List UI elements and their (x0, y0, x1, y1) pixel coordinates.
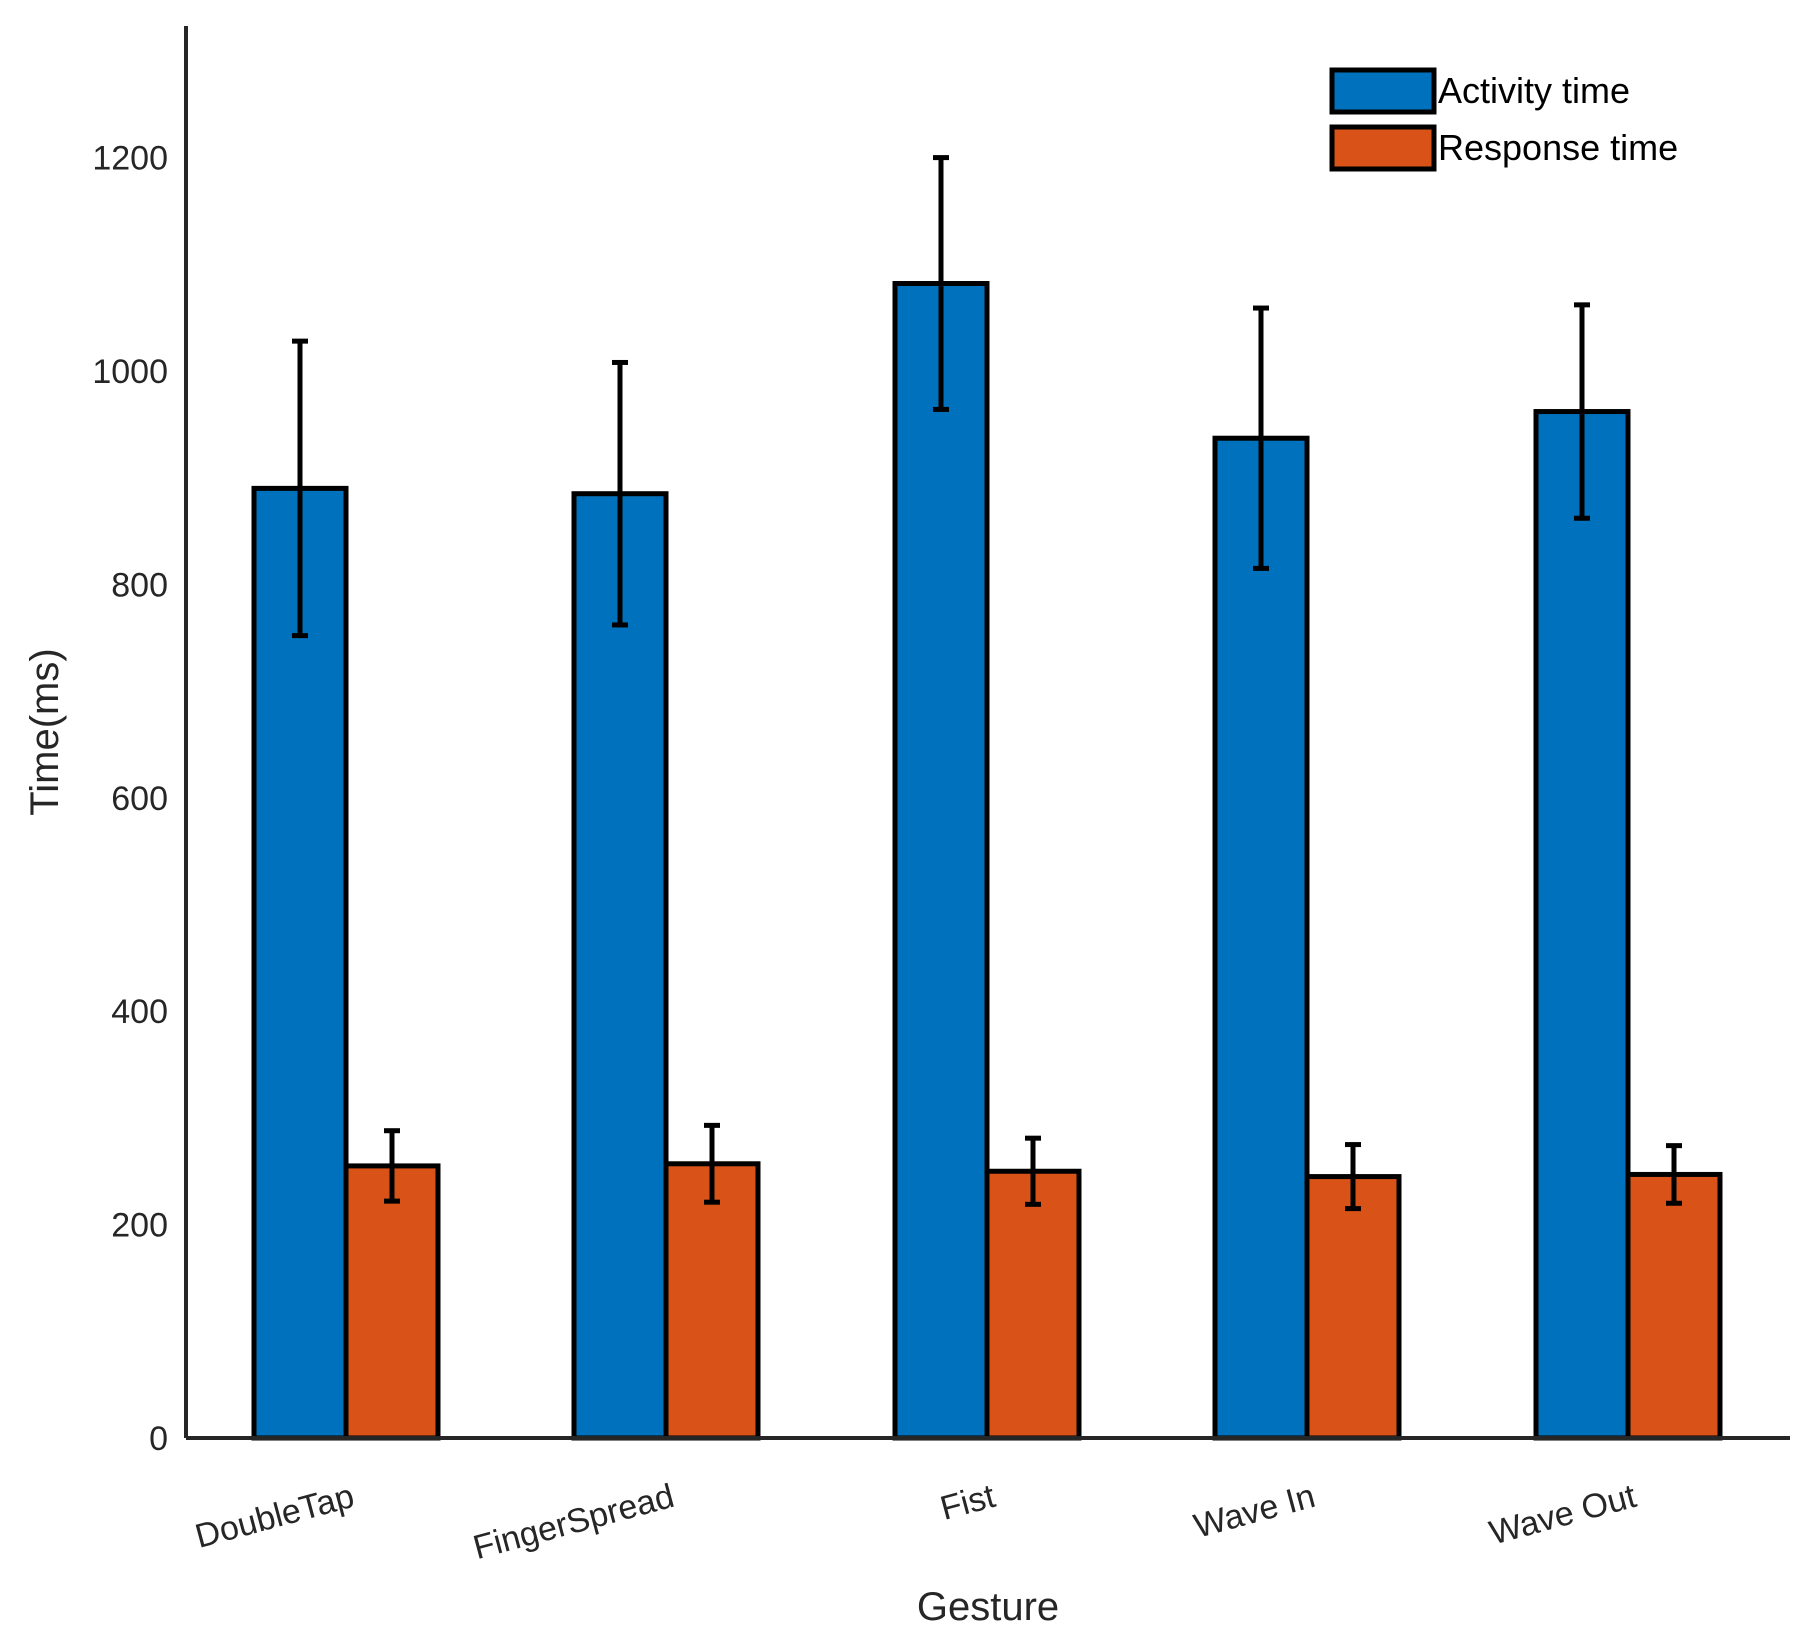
legend-swatch (1329, 124, 1437, 172)
bar (571, 491, 669, 1441)
axes-layer (184, 26, 1790, 1440)
bar (343, 1163, 441, 1441)
bar (1533, 409, 1631, 1441)
x-tick-labels: DoubleTap FingerSpread Fist Wave In Wave Out (191, 1477, 1640, 1567)
y-tick-labels: 0 200 400 600 800 1000 1200 (92, 140, 168, 1458)
y-tick-label: 400 (111, 993, 168, 1031)
y-tick-label: 1000 (92, 353, 168, 391)
bar (984, 1168, 1082, 1441)
x-tick-label: Wave In (1190, 1477, 1319, 1546)
x-tick-label: Wave Out (1485, 1477, 1640, 1553)
legend-swatch (1329, 67, 1437, 115)
bar (1212, 435, 1310, 1441)
y-tick-label: 800 (111, 566, 168, 604)
x-tick-label: DoubleTap (191, 1477, 358, 1556)
y-tick-label: 600 (111, 780, 168, 818)
x-axis-title: Gesture (917, 1585, 1059, 1629)
y-tick-label: 1200 (92, 140, 168, 178)
bar (892, 281, 990, 1441)
y-tick-label: 0 (149, 1420, 168, 1458)
bar (251, 485, 349, 1441)
bars-layer (251, 281, 1723, 1441)
bar (1625, 1171, 1723, 1441)
bar (1304, 1174, 1402, 1441)
y-axis-title: Time(ms) (23, 648, 67, 815)
legend-label: Response time (1438, 127, 1678, 168)
legend-label: Activity time (1438, 70, 1630, 111)
bar (663, 1161, 761, 1441)
x-tick-label: Fist (936, 1477, 999, 1528)
legend: Activity time Response time (1329, 67, 1678, 172)
x-tick-label: FingerSpread (469, 1477, 678, 1567)
error-bars-layer (292, 155, 1682, 1212)
y-tick-label: 200 (111, 1207, 168, 1245)
